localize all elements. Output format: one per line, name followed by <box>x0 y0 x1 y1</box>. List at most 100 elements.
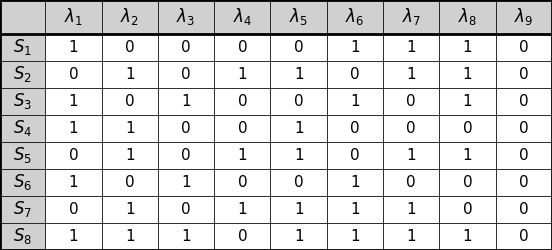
Text: 0: 0 <box>181 148 191 163</box>
Bar <box>439 34 496 61</box>
Bar <box>383 142 439 169</box>
Bar <box>327 61 383 88</box>
Text: 1: 1 <box>463 67 473 82</box>
Text: 0: 0 <box>350 148 360 163</box>
Bar <box>439 61 496 88</box>
Bar <box>214 169 270 196</box>
Text: 0: 0 <box>237 40 247 55</box>
Bar <box>158 223 214 250</box>
Bar <box>214 34 270 61</box>
Text: 0: 0 <box>350 121 360 136</box>
Bar <box>327 223 383 250</box>
Bar <box>214 196 270 223</box>
Bar <box>270 88 327 115</box>
Text: 0: 0 <box>463 175 473 190</box>
Text: 0: 0 <box>294 40 304 55</box>
Text: 1: 1 <box>463 148 473 163</box>
Bar <box>214 88 270 115</box>
Bar <box>439 88 496 115</box>
Bar <box>327 142 383 169</box>
Text: 1: 1 <box>68 94 78 109</box>
Bar <box>270 61 327 88</box>
Text: 0: 0 <box>519 175 529 190</box>
Bar <box>102 88 158 115</box>
Text: 1: 1 <box>406 148 416 163</box>
Bar <box>0 0 45 34</box>
Bar <box>327 0 383 34</box>
Bar <box>383 169 439 196</box>
Bar <box>0 88 45 115</box>
Text: 1: 1 <box>406 40 416 55</box>
Text: 1: 1 <box>294 121 304 136</box>
Text: 0: 0 <box>68 67 78 82</box>
Text: 0: 0 <box>350 67 360 82</box>
Text: $\lambda_7$: $\lambda_7$ <box>402 6 421 27</box>
Text: $S_6$: $S_6$ <box>13 172 32 193</box>
Bar <box>0 142 45 169</box>
Bar <box>496 223 552 250</box>
Text: 1: 1 <box>68 229 78 244</box>
Text: 0: 0 <box>519 67 529 82</box>
Text: 1: 1 <box>237 67 247 82</box>
Bar <box>214 223 270 250</box>
Bar <box>45 34 102 61</box>
Text: 1: 1 <box>350 175 360 190</box>
Text: 0: 0 <box>181 67 191 82</box>
Text: 0: 0 <box>294 94 304 109</box>
Text: 0: 0 <box>463 202 473 217</box>
Bar <box>0 196 45 223</box>
Bar <box>270 142 327 169</box>
Bar <box>496 88 552 115</box>
Text: 1: 1 <box>406 229 416 244</box>
Text: 1: 1 <box>181 94 191 109</box>
Bar <box>327 34 383 61</box>
Text: 0: 0 <box>181 202 191 217</box>
Bar <box>102 0 158 34</box>
Bar <box>439 223 496 250</box>
Text: 0: 0 <box>237 175 247 190</box>
Text: 0: 0 <box>237 229 247 244</box>
Text: $\lambda_1$: $\lambda_1$ <box>64 6 83 27</box>
Text: 1: 1 <box>406 202 416 217</box>
Bar <box>0 223 45 250</box>
Bar <box>214 142 270 169</box>
Text: 0: 0 <box>519 94 529 109</box>
Text: 0: 0 <box>125 175 135 190</box>
Text: 1: 1 <box>125 229 135 244</box>
Text: 1: 1 <box>350 202 360 217</box>
Bar <box>383 196 439 223</box>
Text: 1: 1 <box>463 94 473 109</box>
Bar <box>45 88 102 115</box>
Text: 0: 0 <box>406 94 416 109</box>
Bar <box>214 115 270 142</box>
Bar <box>496 196 552 223</box>
Text: 0: 0 <box>294 175 304 190</box>
Text: $\lambda_2$: $\lambda_2$ <box>120 6 139 27</box>
Bar <box>496 115 552 142</box>
Text: 0: 0 <box>181 40 191 55</box>
Bar <box>496 142 552 169</box>
Text: 0: 0 <box>519 229 529 244</box>
Bar <box>270 0 327 34</box>
Text: 0: 0 <box>237 121 247 136</box>
Text: 0: 0 <box>237 94 247 109</box>
Bar <box>158 169 214 196</box>
Text: $\lambda_5$: $\lambda_5$ <box>289 6 308 27</box>
Bar <box>0 115 45 142</box>
Text: 0: 0 <box>181 121 191 136</box>
Text: 1: 1 <box>68 40 78 55</box>
Bar <box>158 61 214 88</box>
Text: $S_8$: $S_8$ <box>13 226 32 246</box>
Bar <box>439 115 496 142</box>
Bar <box>327 88 383 115</box>
Bar <box>0 61 45 88</box>
Text: 0: 0 <box>406 121 416 136</box>
Text: $\lambda_6$: $\lambda_6$ <box>346 6 364 27</box>
Bar <box>0 169 45 196</box>
Bar <box>327 196 383 223</box>
Text: $S_7$: $S_7$ <box>13 200 32 220</box>
Bar <box>102 142 158 169</box>
Bar <box>270 223 327 250</box>
Text: $S_5$: $S_5$ <box>13 146 32 166</box>
Bar <box>158 0 214 34</box>
